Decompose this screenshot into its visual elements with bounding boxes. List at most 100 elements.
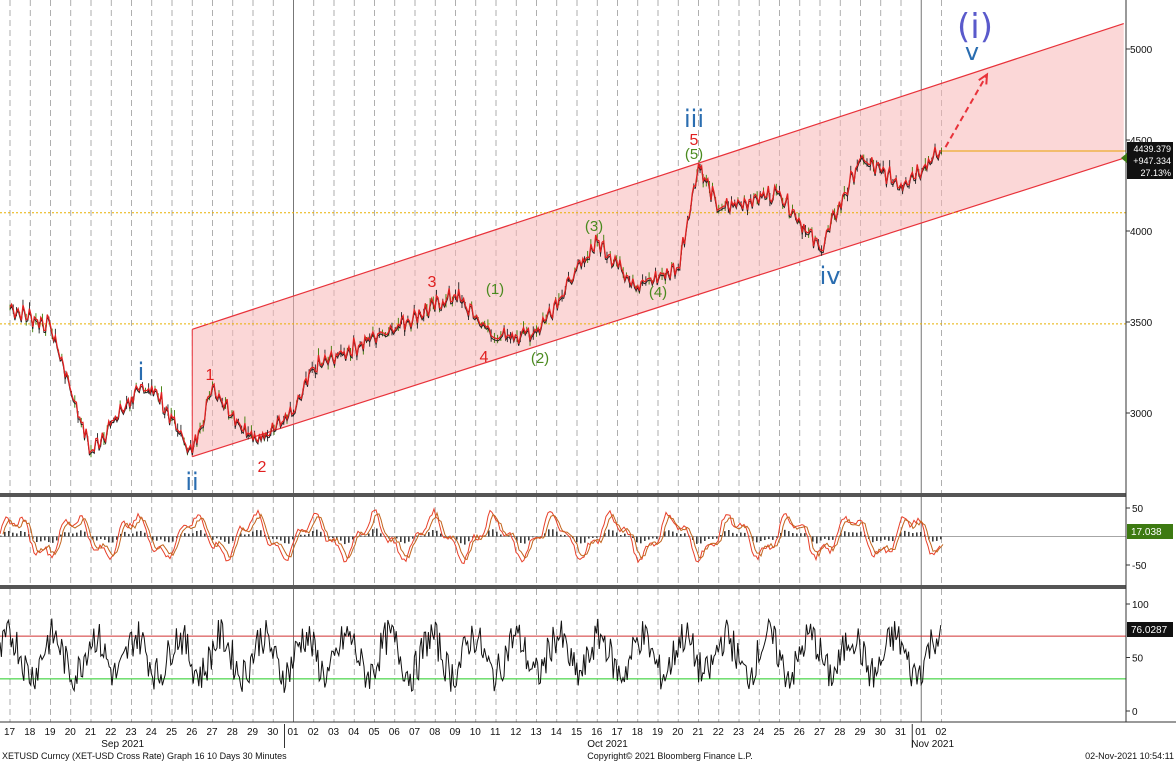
stoch-histogram-bar [248,534,250,537]
x-tick-label: 25 [166,727,178,738]
stoch-histogram-bar [372,529,374,537]
stoch-histogram-bar [552,529,554,537]
stoch-histogram-bar [420,535,422,537]
stoch-histogram-bar [640,536,642,544]
x-tick-label: 20 [672,727,684,738]
stoch-histogram-bar [476,536,478,538]
x-tick-label: 17 [4,727,16,738]
stoch-histogram-bar [488,530,490,537]
stoch-histogram-bar [680,533,682,537]
stoch-histogram-bar [516,536,518,542]
x-tick-label: 02 [308,727,320,738]
stoch-histogram-bar [832,536,834,540]
grid-layer [9,0,942,722]
wave-label-iii: iii [684,105,704,133]
x-tick-label: 03 [328,727,340,738]
rsi-value-label: 76.0287 [1127,622,1173,637]
x-tick-label: 15 [571,727,583,738]
stoch-histogram-bar [240,533,242,537]
stoch-histogram-bar [596,536,598,538]
stoch-histogram-bar [464,536,466,545]
stoch-histogram-bar [140,530,142,537]
price-y-tick-label: 3500 [1130,318,1153,329]
stoch-histogram-bar [440,533,442,537]
stoch-histogram-bar [768,536,770,540]
stoch-histogram-bar [860,531,862,537]
stoch-y-tick-label: 50 [1132,504,1144,515]
stoch-histogram-bar [780,532,782,537]
stoch-histogram-bar [628,535,630,537]
x-tick-label: 01 [288,727,300,738]
stoch-histogram-bar [376,528,378,537]
stoch-histogram-bar [612,530,614,537]
stoch-histogram-bar [456,536,458,540]
stoch-histogram-bar [196,530,198,537]
stoch-histogram-bar [100,536,102,540]
stoch-histogram-bar [760,536,762,542]
stoch-histogram-bar [800,533,802,537]
stoch-histogram-bar [216,536,218,539]
stoch-histogram-bar [76,532,78,537]
stoch-histogram-bar [300,534,302,537]
stoch-histogram-bar [332,536,334,539]
stoch-histogram-bar [264,534,266,537]
rsi-panel [0,617,1126,693]
stoch-histogram-bar [416,535,418,537]
wave-label-big-i: (i) [957,7,993,47]
stoch-histogram-bar [344,536,346,545]
stoch-histogram-bar [812,536,814,542]
x-tick-label: 30 [267,727,279,738]
x-tick-label: 05 [369,727,381,738]
x-tick-label: 20 [65,727,77,738]
stoch-histogram-bar [788,531,790,537]
wave-label-i: i [138,358,145,386]
stoch-histogram-bar [368,533,370,537]
price-line [9,146,942,455]
x-tick-label: 13 [531,727,543,738]
x-tick-label: 18 [632,727,644,738]
wave-label-green-3: (3) [585,218,603,235]
stoch-histogram-bar [720,535,722,537]
stoch-histogram-bar [520,536,522,543]
x-tick-label: 28 [227,727,239,738]
stoch-histogram-bar [172,536,174,542]
stoch-histogram-bar [252,531,254,537]
stoch-histogram-bar [64,532,66,537]
stoch-histogram-bar [232,536,234,541]
stoch-histogram-bar [792,532,794,537]
stoch-histogram-bar [648,536,650,540]
stoch-histogram-bar [880,536,882,541]
stoch-histogram-bar [820,536,822,541]
price-y-tick-label: 4000 [1130,227,1153,238]
rsi-line [0,617,942,693]
price-y-tick-label: 5000 [1130,45,1153,56]
stoch-histogram-bar [932,536,934,542]
stoch-histogram-bar [664,531,666,537]
price-y-tick-label: 4500 [1130,136,1153,147]
stoch-histogram-bar [52,536,54,543]
rsi-y-tick-label: 100 [1132,600,1149,611]
stoch-histogram-bar [128,533,130,537]
stoch-histogram-bar [844,531,846,537]
wave-label-red-2: 2 [258,459,267,476]
wave-label-red-5: 5 [690,132,699,149]
stoch-histogram-bar [532,536,534,538]
month-label: Nov 2021 [911,739,954,750]
stoch-histogram-bar [0,535,2,537]
x-tick-label: 16 [591,727,603,738]
panel-separator-1 [0,493,1126,497]
stoch-histogram-bar [752,536,754,542]
stoch-histogram-bar [900,532,902,537]
stoch-histogram-bar [580,536,582,544]
stoch-histogram-bar [676,533,678,537]
stoch-histogram-bar [124,531,126,537]
stoch-histogram-bar [560,534,562,537]
x-tick-label: 23 [733,727,745,738]
stoch-histogram-bar [36,536,38,543]
channel-upper-line [192,22,1124,330]
x-tick-label: 29 [855,727,867,738]
stoch-histogram-bar [224,536,226,542]
x-tick-label: 22 [713,727,725,738]
stoch-histogram-bar [592,536,594,538]
stoch-histogram-bar [908,531,910,537]
